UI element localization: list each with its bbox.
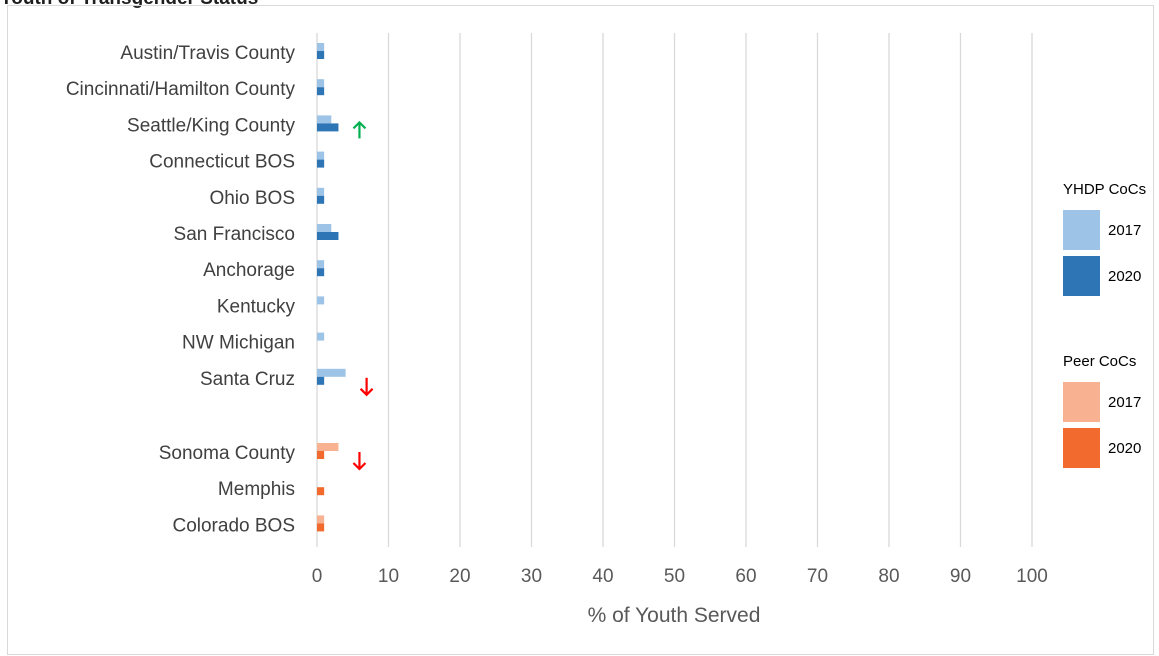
bar-2017	[317, 443, 339, 451]
bar-2020	[317, 268, 325, 277]
category-label: San Francisco	[174, 224, 295, 245]
category-label: NW Michigan	[182, 333, 295, 354]
category-label: Anchorage	[203, 260, 295, 281]
x-tick-30: 30	[521, 566, 542, 587]
chart-frame	[7, 5, 1154, 655]
bar-2017	[317, 515, 325, 524]
bar-2020	[317, 87, 325, 96]
legend-label: 2017	[1108, 394, 1141, 411]
legend-label: 2020	[1108, 440, 1141, 457]
legend-swatch	[1063, 210, 1100, 250]
category-label: Colorado BOS	[172, 515, 295, 536]
trend-arrow-up-icon	[352, 120, 367, 139]
bar-2017	[317, 43, 325, 51]
x-axis-title: % of Youth Served	[588, 604, 761, 627]
bar-2020	[317, 487, 325, 496]
bar-2017	[317, 296, 325, 305]
legend-swatch	[1063, 382, 1100, 422]
x-tick-0: 0	[312, 566, 323, 587]
x-tick-40: 40	[592, 566, 613, 587]
legend: YHDP CoCs 2017 2020 Peer CoCs 2017 2020	[1063, 181, 1146, 468]
bar-2020	[317, 195, 325, 204]
legend-label: 2017	[1108, 222, 1141, 239]
category-label: Seattle/King County	[127, 115, 295, 136]
bar-2020	[317, 523, 325, 532]
legend-group-title: YHDP CoCs	[1063, 181, 1146, 198]
x-tick-90: 90	[950, 566, 971, 587]
category-label: Sonoma County	[159, 443, 296, 464]
x-tick-100: 100	[1016, 566, 1048, 587]
chart-title-partial: Youth of Transgender Status	[0, 0, 258, 9]
bar-2020	[317, 376, 325, 385]
x-tick-70: 70	[807, 566, 828, 587]
bar-2017	[317, 151, 325, 160]
bar-2020	[317, 159, 325, 168]
bar-2017	[317, 115, 332, 124]
legend-swatch	[1063, 428, 1100, 468]
bar-2020	[317, 232, 339, 240]
legend-swatch	[1063, 256, 1100, 296]
category-label: Cincinnati/Hamilton County	[66, 79, 296, 100]
trend-arrow-down-icon	[359, 377, 374, 397]
x-tick-60: 60	[735, 566, 756, 587]
trend-arrow-down-icon	[352, 452, 367, 471]
bar-2017	[317, 187, 325, 196]
bar-2017	[317, 368, 346, 377]
bar-2017	[317, 79, 325, 88]
bar-2020	[317, 51, 325, 59]
bars	[317, 43, 346, 532]
category-label: Ohio BOS	[209, 188, 295, 209]
x-tick-20: 20	[449, 566, 470, 587]
x-tick-labels: 0 10 20 30 40 50 60 70 80 90 100	[312, 566, 1048, 587]
legend-group-title: Peer CoCs	[1063, 353, 1136, 370]
bar-2020	[317, 123, 339, 132]
trend-arrows	[352, 120, 374, 471]
bar-2017	[317, 332, 325, 341]
category-label: Austin/Travis County	[120, 43, 295, 64]
category-label: Santa Cruz	[200, 369, 295, 390]
category-label: Connecticut BOS	[149, 152, 295, 173]
x-tick-10: 10	[378, 566, 399, 587]
gridlines	[316, 33, 1033, 547]
category-labels: Austin/Travis County Cincinnati/Hamilton …	[66, 43, 296, 536]
x-tick-80: 80	[878, 566, 899, 587]
bar-2017	[317, 260, 325, 269]
bar-2020	[317, 451, 325, 459]
bar-2017	[317, 224, 332, 232]
legend-label: 2020	[1108, 268, 1141, 285]
category-label: Kentucky	[217, 296, 296, 317]
category-label: Memphis	[218, 479, 295, 500]
x-tick-50: 50	[664, 566, 685, 587]
